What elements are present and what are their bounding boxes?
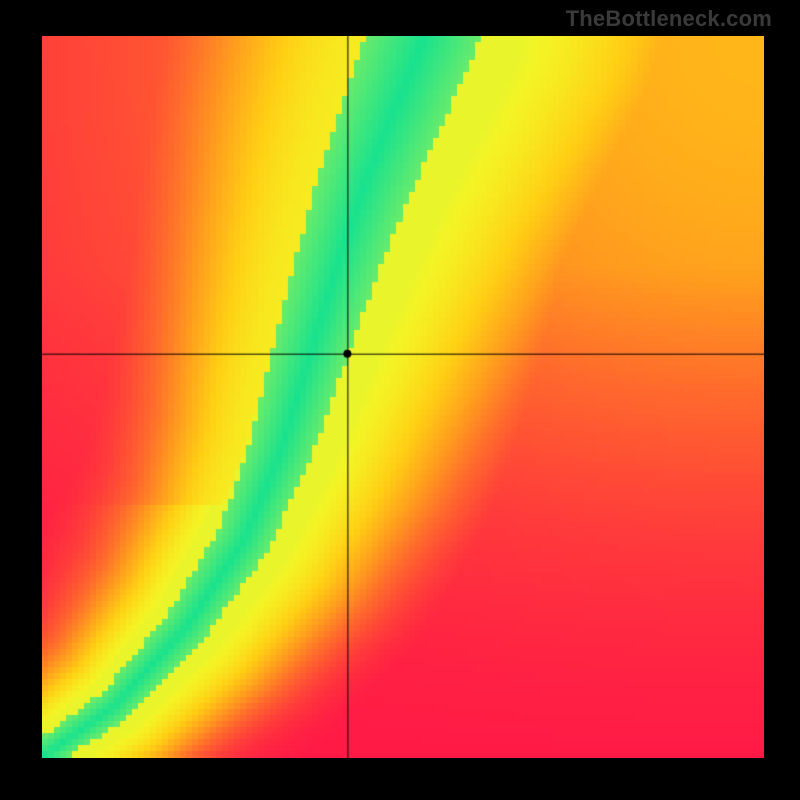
attribution-text: TheBottleneck.com: [566, 6, 772, 32]
heatmap-canvas: [42, 36, 764, 758]
heatmap-plot: [42, 36, 764, 758]
